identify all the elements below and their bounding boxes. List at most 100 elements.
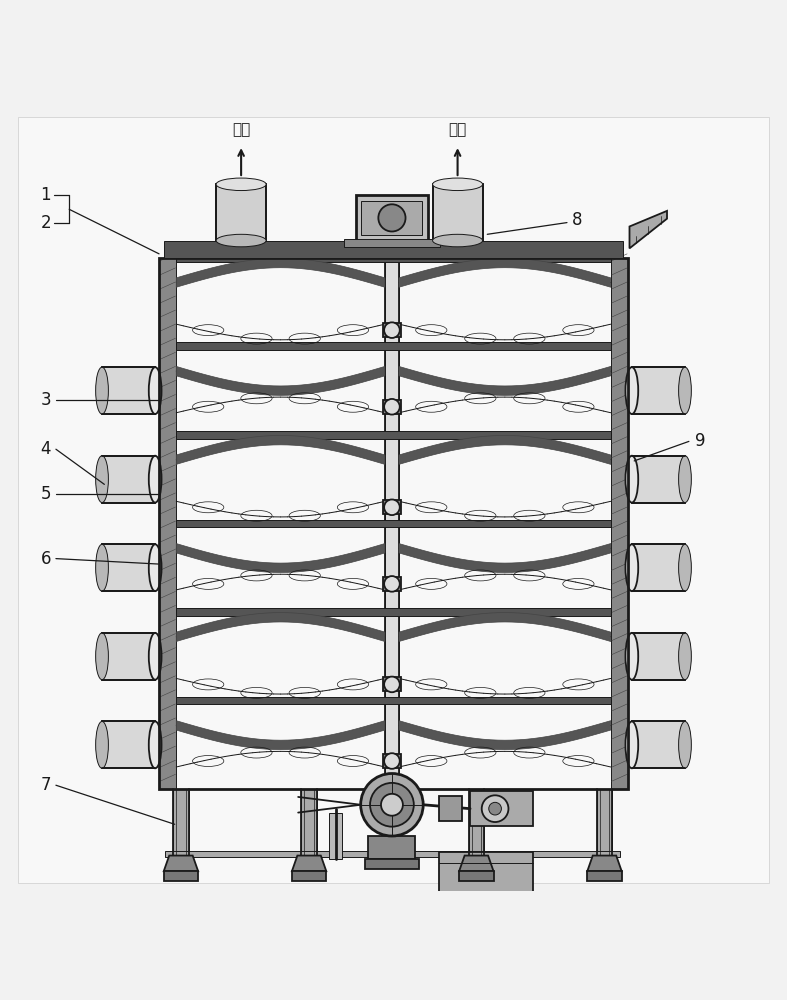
Polygon shape xyxy=(399,366,611,395)
Ellipse shape xyxy=(96,456,109,503)
Ellipse shape xyxy=(678,544,691,591)
Bar xyxy=(376,789,408,797)
Bar xyxy=(459,871,493,881)
Bar xyxy=(356,195,428,241)
Bar xyxy=(439,796,462,821)
Bar xyxy=(632,721,685,768)
Text: 废气: 废气 xyxy=(449,122,467,137)
Circle shape xyxy=(384,753,400,769)
Bar xyxy=(176,608,611,616)
Ellipse shape xyxy=(626,633,638,680)
Text: 3: 3 xyxy=(40,391,51,409)
Bar xyxy=(292,871,327,881)
Ellipse shape xyxy=(626,544,638,591)
Polygon shape xyxy=(176,613,385,641)
Bar xyxy=(632,367,685,414)
Ellipse shape xyxy=(433,178,482,191)
Ellipse shape xyxy=(149,633,161,680)
Bar xyxy=(382,785,402,849)
Ellipse shape xyxy=(433,234,482,247)
Bar xyxy=(159,258,628,789)
Ellipse shape xyxy=(626,456,638,503)
Circle shape xyxy=(370,783,414,827)
Bar xyxy=(468,789,484,856)
Bar xyxy=(102,367,155,414)
Ellipse shape xyxy=(216,234,266,247)
Bar xyxy=(102,544,155,591)
Bar xyxy=(587,871,622,881)
Bar xyxy=(433,184,482,241)
Bar xyxy=(102,633,155,680)
Polygon shape xyxy=(630,211,667,248)
Text: 7: 7 xyxy=(40,776,51,794)
Polygon shape xyxy=(176,721,385,750)
Bar xyxy=(470,791,533,826)
Text: 废气: 废气 xyxy=(232,122,250,137)
Polygon shape xyxy=(164,856,198,871)
Bar xyxy=(164,241,623,258)
Ellipse shape xyxy=(216,178,266,191)
Ellipse shape xyxy=(149,544,161,591)
Bar xyxy=(439,852,533,895)
Bar xyxy=(102,721,155,768)
Polygon shape xyxy=(587,856,622,871)
Bar xyxy=(632,544,685,591)
Ellipse shape xyxy=(149,367,161,414)
Bar xyxy=(368,836,416,859)
Bar xyxy=(216,184,266,241)
Bar xyxy=(344,239,440,247)
Polygon shape xyxy=(176,544,385,572)
Ellipse shape xyxy=(96,544,109,591)
Circle shape xyxy=(384,322,400,338)
Polygon shape xyxy=(399,544,611,572)
Circle shape xyxy=(384,677,400,692)
Polygon shape xyxy=(399,721,611,750)
Text: 6: 6 xyxy=(40,550,51,568)
Bar xyxy=(383,323,401,337)
Bar xyxy=(364,859,419,869)
Circle shape xyxy=(489,802,501,815)
Bar xyxy=(632,456,685,503)
Circle shape xyxy=(384,399,400,415)
Circle shape xyxy=(482,795,508,822)
Ellipse shape xyxy=(149,721,161,768)
Polygon shape xyxy=(176,435,385,464)
Text: 4: 4 xyxy=(40,440,51,458)
Ellipse shape xyxy=(96,367,109,414)
Ellipse shape xyxy=(626,721,638,768)
Ellipse shape xyxy=(678,721,691,768)
Polygon shape xyxy=(459,856,493,871)
Bar xyxy=(173,789,189,856)
Bar xyxy=(176,254,611,262)
Polygon shape xyxy=(176,366,385,395)
Bar xyxy=(330,813,342,859)
Ellipse shape xyxy=(149,456,161,503)
Circle shape xyxy=(384,499,400,515)
Bar xyxy=(176,342,611,350)
Bar xyxy=(597,789,612,856)
Bar xyxy=(176,697,611,704)
Bar xyxy=(361,201,423,235)
Bar xyxy=(632,633,685,680)
Bar xyxy=(383,500,401,514)
Polygon shape xyxy=(292,856,327,871)
Bar xyxy=(385,258,399,789)
Bar xyxy=(383,400,401,414)
Polygon shape xyxy=(399,258,611,287)
Ellipse shape xyxy=(96,721,109,768)
Text: 8: 8 xyxy=(572,211,582,229)
Bar xyxy=(176,520,611,527)
Ellipse shape xyxy=(626,367,638,414)
Bar xyxy=(102,456,155,503)
Bar xyxy=(301,789,317,856)
Ellipse shape xyxy=(96,633,109,680)
Circle shape xyxy=(384,576,400,592)
Bar xyxy=(159,258,176,789)
Text: 1: 1 xyxy=(40,186,51,204)
Bar xyxy=(383,677,401,691)
Bar xyxy=(611,258,628,789)
Text: 2: 2 xyxy=(40,214,51,232)
Bar xyxy=(176,431,611,439)
Ellipse shape xyxy=(678,456,691,503)
Polygon shape xyxy=(176,258,385,287)
